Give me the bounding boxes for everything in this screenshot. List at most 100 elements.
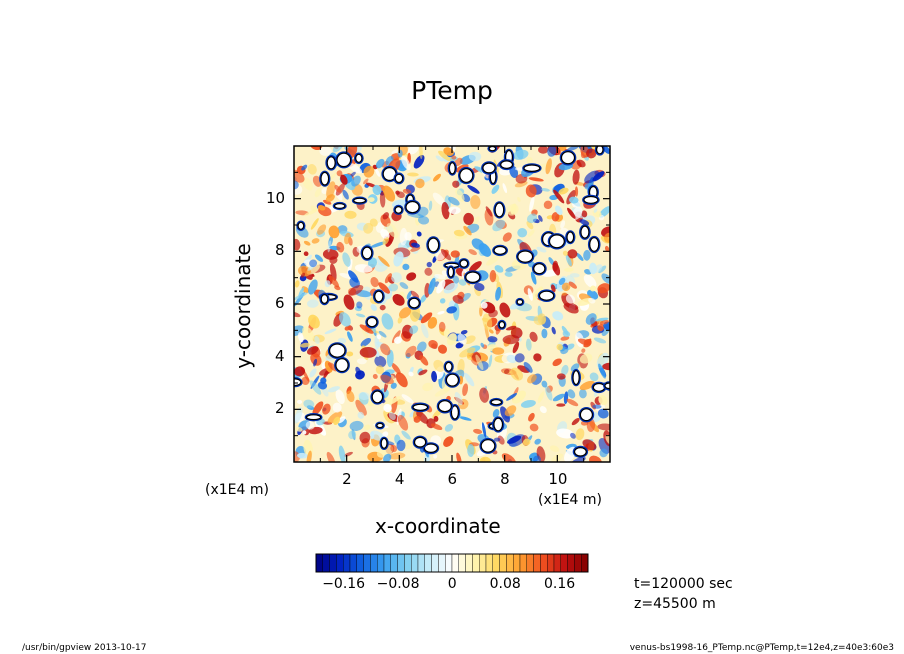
x-tick-label: 2 (342, 470, 352, 488)
field-blob (327, 240, 332, 253)
field-blob (335, 389, 345, 405)
field-blob (370, 241, 387, 248)
field-blob (517, 365, 530, 373)
contour-blob (412, 403, 429, 411)
contour-blob (361, 246, 373, 260)
field-blob (486, 255, 500, 266)
colorbar-swatch (526, 553, 534, 573)
field-blob (517, 227, 528, 238)
footer-right: venus-bs1998-16_PTemp.nc@PTemp,t=12e4,z=… (629, 643, 894, 653)
field-blob (363, 222, 374, 234)
field-blob (467, 444, 475, 457)
field-blob (329, 256, 338, 264)
field-blob (325, 194, 335, 203)
field-blob (388, 452, 406, 460)
colorbar-swatch (336, 553, 344, 573)
field-blob (428, 277, 436, 295)
field-blob (581, 210, 588, 218)
contour-blob (320, 171, 330, 186)
field-blob (347, 162, 363, 174)
y-tick-label: 8 (275, 241, 285, 260)
contour-blob (583, 195, 599, 204)
field-blob (367, 257, 378, 269)
field-blob (529, 195, 535, 212)
field-blob (454, 391, 463, 406)
field-blob (470, 195, 481, 209)
field-blob (466, 356, 472, 361)
field-blob (451, 155, 457, 160)
field-blob (397, 414, 409, 431)
field-blob (344, 232, 351, 245)
field-blob (300, 272, 306, 278)
field-blob (346, 351, 354, 357)
contour-blob (488, 146, 497, 152)
field-blob (443, 436, 454, 447)
field-blob (428, 200, 433, 211)
chart-title: PTemp (411, 76, 493, 105)
field-blob (494, 265, 504, 273)
field-blob (526, 221, 534, 230)
field-blob (308, 314, 320, 329)
field-blob (303, 399, 315, 409)
field-blob (497, 435, 505, 445)
field-blob (404, 232, 412, 241)
field-blob (598, 363, 606, 379)
field-blob (434, 387, 451, 397)
field-blob (441, 201, 450, 220)
field-blob (567, 249, 578, 259)
field-blob (527, 229, 535, 237)
field-blob (570, 432, 576, 439)
field-blob (388, 411, 396, 421)
field-blob (344, 325, 351, 331)
field-blob (597, 283, 610, 294)
field-blob (333, 416, 341, 425)
contour-blob (538, 290, 555, 301)
field-blob (463, 212, 474, 226)
contour-blob (328, 343, 346, 358)
field-blob (598, 395, 608, 406)
field-blob (459, 347, 476, 358)
field-blob (506, 393, 517, 401)
field-blob (491, 184, 500, 194)
field-blob (407, 172, 419, 177)
colorbar-tick-label: −0.16 (322, 576, 366, 592)
field-blob (383, 403, 392, 413)
field-blob (302, 326, 314, 341)
field-blob (450, 250, 460, 258)
field-blob (294, 366, 306, 377)
colorbar-swatch (574, 553, 582, 573)
field-blob (538, 146, 549, 154)
field-blob (584, 170, 600, 184)
field-blob (592, 404, 602, 409)
field-blob (525, 338, 532, 351)
field-blob (547, 146, 557, 157)
contour-blob (480, 439, 496, 453)
x-tick-label: 8 (500, 470, 510, 488)
field-blob (463, 225, 472, 236)
field-blob (314, 254, 324, 262)
field-blob (305, 421, 315, 430)
field-blob (416, 341, 427, 353)
field-blob (317, 224, 327, 235)
field-blob (571, 418, 580, 426)
field-blob (399, 227, 408, 246)
field-blob (552, 262, 561, 276)
field-blob (503, 369, 510, 374)
field-blob (480, 301, 488, 309)
field-blob (525, 184, 537, 198)
field-blob (405, 345, 417, 357)
field-blob (332, 402, 342, 413)
field-blob (304, 208, 320, 217)
field-blob (392, 294, 405, 306)
field-blob (359, 431, 371, 444)
field-blob (452, 180, 460, 188)
field-blob (307, 299, 319, 308)
contour-blob (459, 259, 469, 268)
field-blob (460, 329, 468, 335)
field-blob (553, 189, 565, 204)
field-blob (541, 188, 550, 192)
field-blob (394, 336, 402, 344)
field-blob (410, 290, 420, 299)
field-blob (376, 334, 382, 340)
colorbar-swatch (438, 553, 446, 573)
